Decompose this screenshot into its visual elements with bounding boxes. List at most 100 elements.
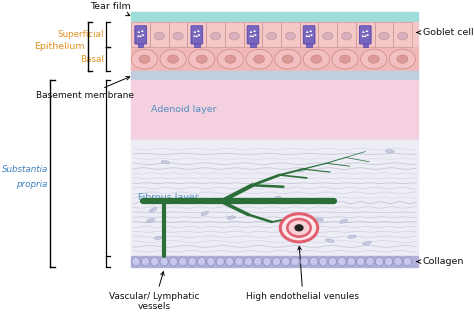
- FancyBboxPatch shape: [135, 26, 146, 44]
- Bar: [356, 23, 374, 47]
- Bar: [244, 23, 262, 47]
- Circle shape: [341, 32, 352, 40]
- Circle shape: [274, 49, 301, 69]
- Bar: [131, 140, 418, 256]
- Circle shape: [254, 30, 255, 32]
- Circle shape: [282, 55, 293, 63]
- Circle shape: [136, 32, 146, 40]
- Bar: [194, 41, 200, 47]
- Bar: [300, 23, 319, 47]
- Circle shape: [306, 35, 308, 37]
- Ellipse shape: [338, 257, 346, 266]
- Text: propria: propria: [17, 180, 48, 189]
- Text: Basement membrane: Basement membrane: [36, 77, 134, 100]
- Ellipse shape: [161, 161, 170, 164]
- Ellipse shape: [339, 219, 347, 223]
- FancyBboxPatch shape: [247, 26, 259, 44]
- Ellipse shape: [310, 257, 318, 266]
- Circle shape: [160, 49, 186, 69]
- Ellipse shape: [188, 257, 196, 266]
- Circle shape: [168, 55, 179, 63]
- Circle shape: [254, 34, 256, 36]
- Ellipse shape: [207, 257, 215, 266]
- Bar: [131, 23, 150, 47]
- Circle shape: [287, 219, 310, 237]
- Circle shape: [141, 30, 144, 32]
- Circle shape: [360, 32, 370, 40]
- Ellipse shape: [273, 196, 281, 200]
- Ellipse shape: [326, 239, 334, 242]
- Bar: [131, 23, 418, 47]
- Circle shape: [285, 32, 295, 40]
- Ellipse shape: [386, 150, 394, 153]
- Circle shape: [365, 30, 368, 32]
- Ellipse shape: [328, 257, 337, 266]
- Circle shape: [339, 55, 351, 63]
- Ellipse shape: [227, 216, 236, 219]
- Circle shape: [139, 55, 150, 63]
- Circle shape: [246, 49, 272, 69]
- Bar: [281, 23, 300, 47]
- Circle shape: [379, 32, 389, 40]
- Circle shape: [368, 55, 379, 63]
- Bar: [206, 23, 225, 47]
- FancyBboxPatch shape: [359, 26, 371, 44]
- Ellipse shape: [394, 257, 402, 266]
- Circle shape: [389, 49, 416, 69]
- Circle shape: [280, 214, 318, 242]
- Bar: [150, 23, 169, 47]
- Circle shape: [197, 30, 200, 32]
- Ellipse shape: [244, 257, 252, 266]
- Text: Substantia: Substantia: [1, 165, 48, 174]
- Bar: [188, 23, 206, 47]
- Ellipse shape: [179, 257, 187, 266]
- Ellipse shape: [356, 257, 365, 266]
- Circle shape: [137, 35, 139, 37]
- Text: Goblet cell: Goblet cell: [417, 28, 473, 37]
- Circle shape: [137, 31, 140, 33]
- Circle shape: [198, 34, 201, 36]
- Bar: [306, 41, 312, 47]
- Bar: [131, 12, 418, 23]
- Circle shape: [173, 32, 183, 40]
- Ellipse shape: [254, 257, 262, 266]
- Ellipse shape: [315, 218, 323, 221]
- Ellipse shape: [160, 257, 168, 266]
- Ellipse shape: [291, 257, 299, 266]
- Bar: [363, 41, 368, 47]
- Circle shape: [332, 49, 358, 69]
- Ellipse shape: [319, 257, 327, 266]
- Ellipse shape: [263, 257, 271, 266]
- Circle shape: [210, 32, 220, 40]
- Bar: [374, 23, 393, 47]
- Circle shape: [398, 32, 408, 40]
- Bar: [131, 80, 418, 140]
- Circle shape: [192, 32, 202, 40]
- Ellipse shape: [201, 211, 209, 216]
- Circle shape: [366, 34, 369, 36]
- Text: High endothelial venules: High endothelial venules: [246, 246, 359, 301]
- Text: Fibrous layer: Fibrous layer: [138, 193, 199, 202]
- Bar: [337, 23, 356, 47]
- Circle shape: [254, 55, 264, 63]
- Bar: [169, 23, 188, 47]
- Text: Tear film: Tear film: [91, 2, 131, 16]
- Circle shape: [229, 32, 239, 40]
- Bar: [131, 47, 418, 71]
- Ellipse shape: [282, 257, 290, 266]
- Bar: [319, 23, 337, 47]
- Bar: [138, 41, 144, 47]
- Circle shape: [267, 32, 277, 40]
- Circle shape: [252, 35, 254, 37]
- FancyBboxPatch shape: [191, 26, 203, 44]
- Circle shape: [189, 49, 215, 69]
- Circle shape: [196, 55, 207, 63]
- Ellipse shape: [146, 219, 155, 222]
- Text: Superficial: Superficial: [57, 30, 104, 39]
- Ellipse shape: [301, 257, 309, 266]
- Circle shape: [217, 49, 244, 69]
- Circle shape: [361, 49, 387, 69]
- Bar: [262, 23, 281, 47]
- Ellipse shape: [375, 257, 383, 266]
- Circle shape: [131, 49, 157, 69]
